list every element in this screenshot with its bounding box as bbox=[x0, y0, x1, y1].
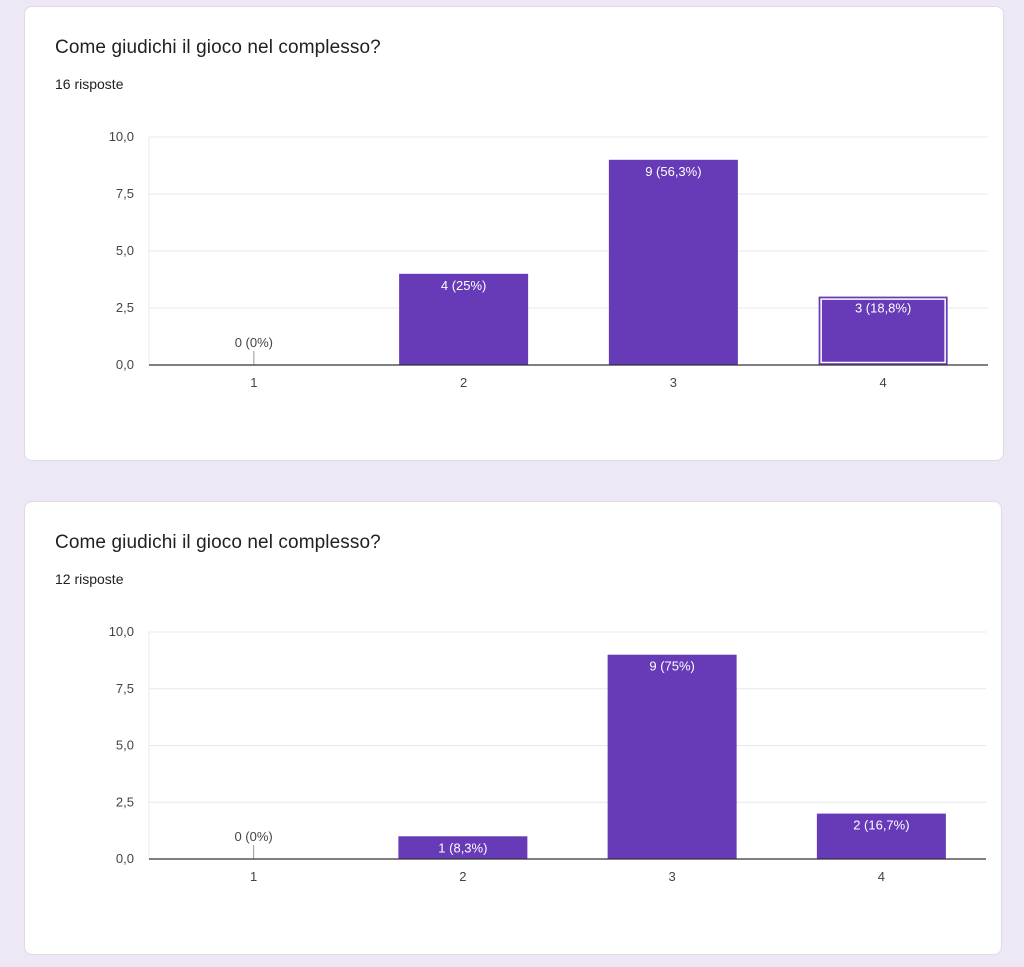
x-tick-label: 2 bbox=[460, 375, 467, 390]
data-label: 1 (8,3%) bbox=[438, 840, 487, 855]
response-count: 12 risposte bbox=[55, 571, 124, 587]
y-tick-label: 7,5 bbox=[116, 186, 134, 201]
x-tick-label: 4 bbox=[878, 869, 885, 884]
bar bbox=[816, 813, 946, 859]
response-count: 16 risposte bbox=[55, 76, 124, 92]
data-label: 4 (25%) bbox=[441, 278, 487, 293]
y-tick-label: 7,5 bbox=[116, 681, 134, 696]
data-label: 0 (0%) bbox=[235, 335, 273, 350]
bar-chart: 0,0 2,5 5,0 7,5 10,0 0 (0%) 1 4 (25%) 2 9 (56,3%)… bbox=[109, 129, 988, 390]
data-label: 0 (0%) bbox=[234, 829, 272, 844]
data-label: 9 (56,3%) bbox=[645, 164, 701, 179]
bar bbox=[608, 159, 738, 365]
x-tick-label: 4 bbox=[880, 375, 887, 390]
bar-chart: 0,0 2,5 5,0 7,5 10,0 0 (0%) 1 1 (8,3%) 2 9 (75%) 3… bbox=[109, 624, 986, 884]
y-tick-label: 2,5 bbox=[116, 300, 134, 315]
question-title: Come giudichi il gioco nel complesso? bbox=[55, 37, 381, 58]
bar bbox=[399, 273, 529, 365]
x-tick-label: 3 bbox=[670, 375, 677, 390]
data-label: 2 (16,7%) bbox=[853, 818, 909, 833]
y-tick-label: 0,0 bbox=[116, 357, 134, 372]
y-tick-label: 0,0 bbox=[116, 851, 134, 866]
x-tick-label: 1 bbox=[250, 375, 257, 390]
question-title: Come giudichi il gioco nel complesso? bbox=[55, 532, 381, 553]
bar bbox=[818, 296, 948, 365]
y-tick-label: 5,0 bbox=[116, 738, 134, 753]
data-label: 9 (75%) bbox=[649, 659, 695, 674]
survey-question-card: Come giudichi il gioco nel complesso? 12… bbox=[24, 501, 1002, 955]
x-tick-label: 1 bbox=[250, 869, 257, 884]
y-tick-label: 2,5 bbox=[116, 794, 134, 809]
bar bbox=[398, 836, 528, 859]
y-tick-label: 5,0 bbox=[116, 243, 134, 258]
x-tick-label: 2 bbox=[459, 869, 466, 884]
data-label: 3 (18,8%) bbox=[855, 301, 911, 316]
survey-question-card: Come giudichi il gioco nel complesso? 16… bbox=[24, 6, 1004, 461]
y-tick-label: 10,0 bbox=[109, 129, 134, 144]
bar bbox=[607, 654, 737, 859]
bar-selection-outline bbox=[820, 298, 946, 364]
x-tick-label: 3 bbox=[669, 869, 676, 884]
y-tick-label: 10,0 bbox=[109, 624, 134, 639]
